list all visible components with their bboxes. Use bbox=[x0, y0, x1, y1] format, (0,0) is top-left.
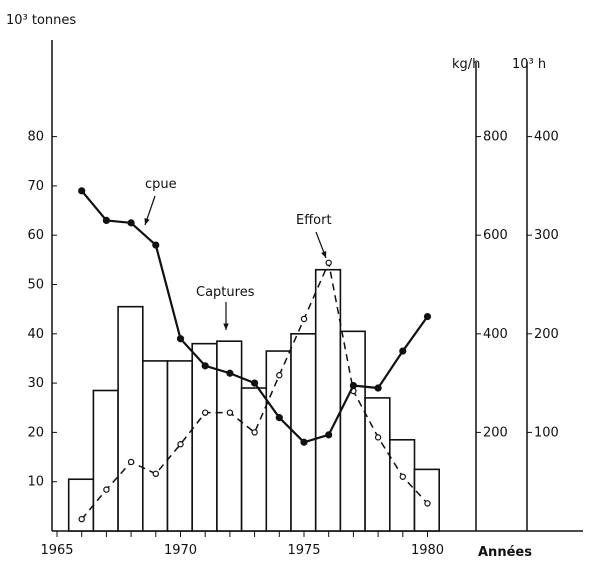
left-tick-label: 70 bbox=[27, 179, 44, 194]
cpue-point bbox=[78, 187, 86, 195]
effort-point bbox=[399, 473, 406, 480]
left-tick-label: 80 bbox=[27, 130, 44, 145]
arrowhead-icon bbox=[223, 323, 229, 330]
bar-captures bbox=[265, 350, 292, 532]
left-tick-label: 60 bbox=[27, 228, 44, 243]
cpue-point bbox=[127, 219, 135, 227]
bar-captures bbox=[388, 438, 416, 532]
cpue-point bbox=[102, 216, 111, 225]
cpue-point bbox=[300, 438, 308, 446]
effort-point bbox=[201, 409, 209, 416]
left-tick-label: 30 bbox=[27, 376, 44, 391]
effort-point bbox=[103, 486, 110, 493]
right2-axis-label: 10³ h bbox=[512, 57, 546, 72]
right1-tick-label: 600 bbox=[483, 228, 508, 243]
cpue-point bbox=[423, 312, 432, 321]
effort-point bbox=[300, 315, 308, 323]
x-tick-label: 1975 bbox=[287, 543, 320, 558]
right1-tick-label: 400 bbox=[483, 327, 508, 342]
effort-point bbox=[152, 470, 159, 478]
annotation-effort: Effort bbox=[296, 213, 332, 228]
cpue-point bbox=[251, 379, 259, 387]
effort-point bbox=[276, 372, 283, 379]
bar-captures bbox=[413, 468, 441, 532]
bar-captures bbox=[92, 389, 119, 532]
cpue-point bbox=[325, 431, 333, 439]
left-tick-label: 40 bbox=[27, 327, 44, 342]
left-tick-label: 10 bbox=[27, 475, 44, 490]
bar-captures bbox=[142, 360, 169, 532]
effort-point bbox=[325, 259, 332, 267]
cpue-point bbox=[201, 362, 209, 370]
cpue-point bbox=[152, 241, 160, 249]
annotation-cpue: cpue bbox=[145, 177, 177, 192]
effort-point bbox=[78, 515, 85, 523]
bar-captures bbox=[240, 387, 268, 532]
right2-tick-label: 100 bbox=[534, 425, 559, 440]
right1-axis-label: kg/h bbox=[452, 57, 480, 72]
cpue-point bbox=[349, 381, 357, 390]
cpue-point bbox=[176, 335, 185, 343]
bar-captures bbox=[314, 268, 342, 532]
bar-captures bbox=[216, 340, 243, 532]
left-axis-label: 10³ tonnes bbox=[6, 13, 76, 28]
annotation-captures: Captures bbox=[196, 285, 255, 300]
bar-captures bbox=[117, 305, 144, 532]
x-tick-label: 1965 bbox=[40, 543, 73, 558]
arrowhead-icon bbox=[144, 218, 150, 225]
bar-captures bbox=[364, 397, 391, 532]
right1-tick-label: 200 bbox=[483, 425, 508, 440]
right2-tick-label: 400 bbox=[534, 130, 559, 145]
x-axis-label: Années bbox=[478, 545, 532, 560]
bar-captures bbox=[339, 330, 366, 532]
effort-line bbox=[81, 260, 429, 520]
left-tick-label: 50 bbox=[27, 278, 44, 293]
bar-captures bbox=[67, 478, 95, 532]
effort-point bbox=[226, 409, 234, 416]
effort-point bbox=[251, 429, 258, 436]
bar-captures bbox=[191, 342, 218, 532]
right2-tick-label: 200 bbox=[534, 327, 559, 342]
effort-point bbox=[424, 500, 431, 507]
effort-point bbox=[177, 441, 184, 448]
right2-tick-label: 300 bbox=[534, 228, 559, 243]
arrowhead-icon bbox=[321, 251, 327, 258]
right1-tick-label: 800 bbox=[483, 130, 508, 145]
cpue-point bbox=[374, 384, 382, 392]
left-tick-label: 20 bbox=[27, 425, 44, 440]
x-tick-label: 1970 bbox=[164, 543, 197, 558]
cpue-point bbox=[275, 414, 283, 422]
x-tick-label: 1980 bbox=[411, 543, 444, 558]
effort-point bbox=[374, 434, 382, 441]
cpue-point bbox=[399, 347, 407, 355]
cpue-point bbox=[226, 369, 234, 377]
effort-point bbox=[127, 458, 135, 466]
